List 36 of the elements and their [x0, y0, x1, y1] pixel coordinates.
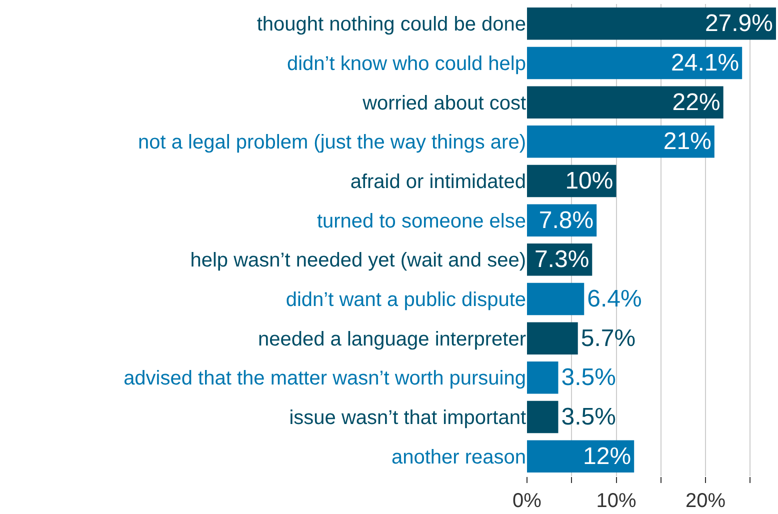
- y-tick-label: issue wasn’t that important: [289, 407, 526, 429]
- y-tick-label: needed a language interpreter: [258, 328, 526, 350]
- y-tick-label: afraid or intimidated: [350, 171, 526, 193]
- y-tick-label: didn’t want a public dispute: [286, 289, 526, 311]
- data-label: 7.8%: [538, 206, 594, 234]
- bar: [527, 400, 558, 434]
- y-tick-label: help wasn’t needed yet (wait and see): [190, 250, 526, 272]
- x-tick-label: 0%: [512, 490, 542, 512]
- data-label: 12%: [583, 442, 632, 470]
- data-label: 21%: [663, 128, 712, 156]
- bar: [527, 322, 578, 354]
- bar: [527, 362, 558, 394]
- x-tick-label: 20%: [685, 490, 726, 512]
- bar: [527, 46, 742, 80]
- y-tick-label: thought nothing could be done: [256, 14, 526, 36]
- data-label: 3.5%: [561, 404, 616, 430]
- data-label: 27.9%: [704, 10, 773, 38]
- y-tick-label: another reason: [391, 446, 526, 468]
- data-label: 7.3%: [534, 246, 590, 274]
- data-label: 6.4%: [587, 286, 642, 312]
- data-label: 10%: [565, 168, 614, 194]
- bar: [527, 440, 634, 472]
- data-label: 3.5%: [561, 364, 616, 392]
- data-label: 5.7%: [580, 324, 636, 352]
- y-tick-label: turned to someone else: [316, 210, 526, 232]
- y-tick-label: not a legal problem (just the way things are): [138, 132, 526, 154]
- bar: [527, 86, 724, 118]
- y-tick-label: advised that the matter wasn’t worth pursuing: [124, 368, 526, 390]
- data-label: 24.1%: [671, 50, 740, 76]
- bar: [527, 126, 714, 158]
- data-label: 22%: [672, 88, 720, 116]
- bar: [527, 8, 776, 40]
- y-tick-label: worried about cost: [362, 92, 526, 114]
- x-tick-label: 10%: [596, 490, 636, 512]
- y-tick-label: didn’t know who could help: [286, 53, 526, 75]
- bar: [527, 282, 584, 316]
